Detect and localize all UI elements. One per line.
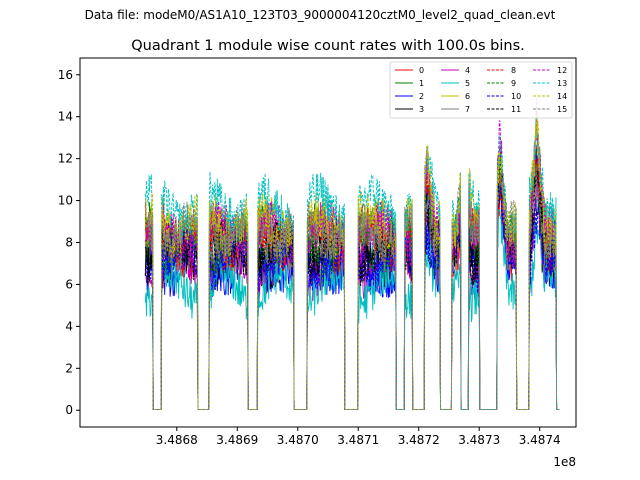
legend-label-7: 7	[465, 105, 470, 114]
legend-label-14: 14	[557, 92, 567, 101]
y-tick-label: 8	[65, 236, 73, 250]
x-offset-label: 1e8	[553, 455, 576, 469]
legend-label-4: 4	[465, 66, 470, 75]
x-tick-label: 3.4873	[458, 433, 500, 447]
legend-label-5: 5	[465, 79, 470, 88]
x-tick-label: 3.4871	[337, 433, 379, 447]
x-tick-label: 3.4874	[519, 433, 561, 447]
y-tick-label: 6	[65, 277, 73, 291]
legend-label-1: 1	[419, 79, 424, 88]
series-line-15	[144, 164, 560, 411]
y-tick-label: 12	[58, 152, 73, 166]
legend-label-3: 3	[419, 105, 424, 114]
legend-label-10: 10	[511, 92, 521, 101]
legend-label-8: 8	[511, 66, 516, 75]
chart-title: Quadrant 1 module wise count rates with …	[131, 38, 525, 54]
legend-label-13: 13	[557, 79, 567, 88]
y-tick-label: 16	[58, 68, 73, 82]
figure-suptitle: Data file: modeM0/AS1A10_123T03_90000041…	[84, 8, 556, 22]
legend-label-15: 15	[557, 105, 567, 114]
x-tick-label: 3.4869	[216, 433, 258, 447]
y-tick-label: 10	[58, 194, 73, 208]
y-tick-label: 0	[65, 403, 73, 417]
x-tick-label: 3.4872	[398, 433, 440, 447]
y-tick-label: 2	[65, 361, 73, 375]
y-tick-label: 14	[58, 110, 73, 124]
legend-label-6: 6	[465, 92, 470, 101]
x-tick-label: 3.4870	[277, 433, 319, 447]
legend-label-0: 0	[419, 66, 424, 75]
legend-label-2: 2	[419, 92, 424, 101]
legend-label-12: 12	[557, 66, 567, 75]
legend-label-11: 11	[511, 105, 521, 114]
legend-box	[389, 61, 573, 119]
legend-label-9: 9	[511, 79, 516, 88]
x-tick-label: 3.4868	[156, 433, 198, 447]
y-tick-label: 4	[65, 319, 73, 333]
